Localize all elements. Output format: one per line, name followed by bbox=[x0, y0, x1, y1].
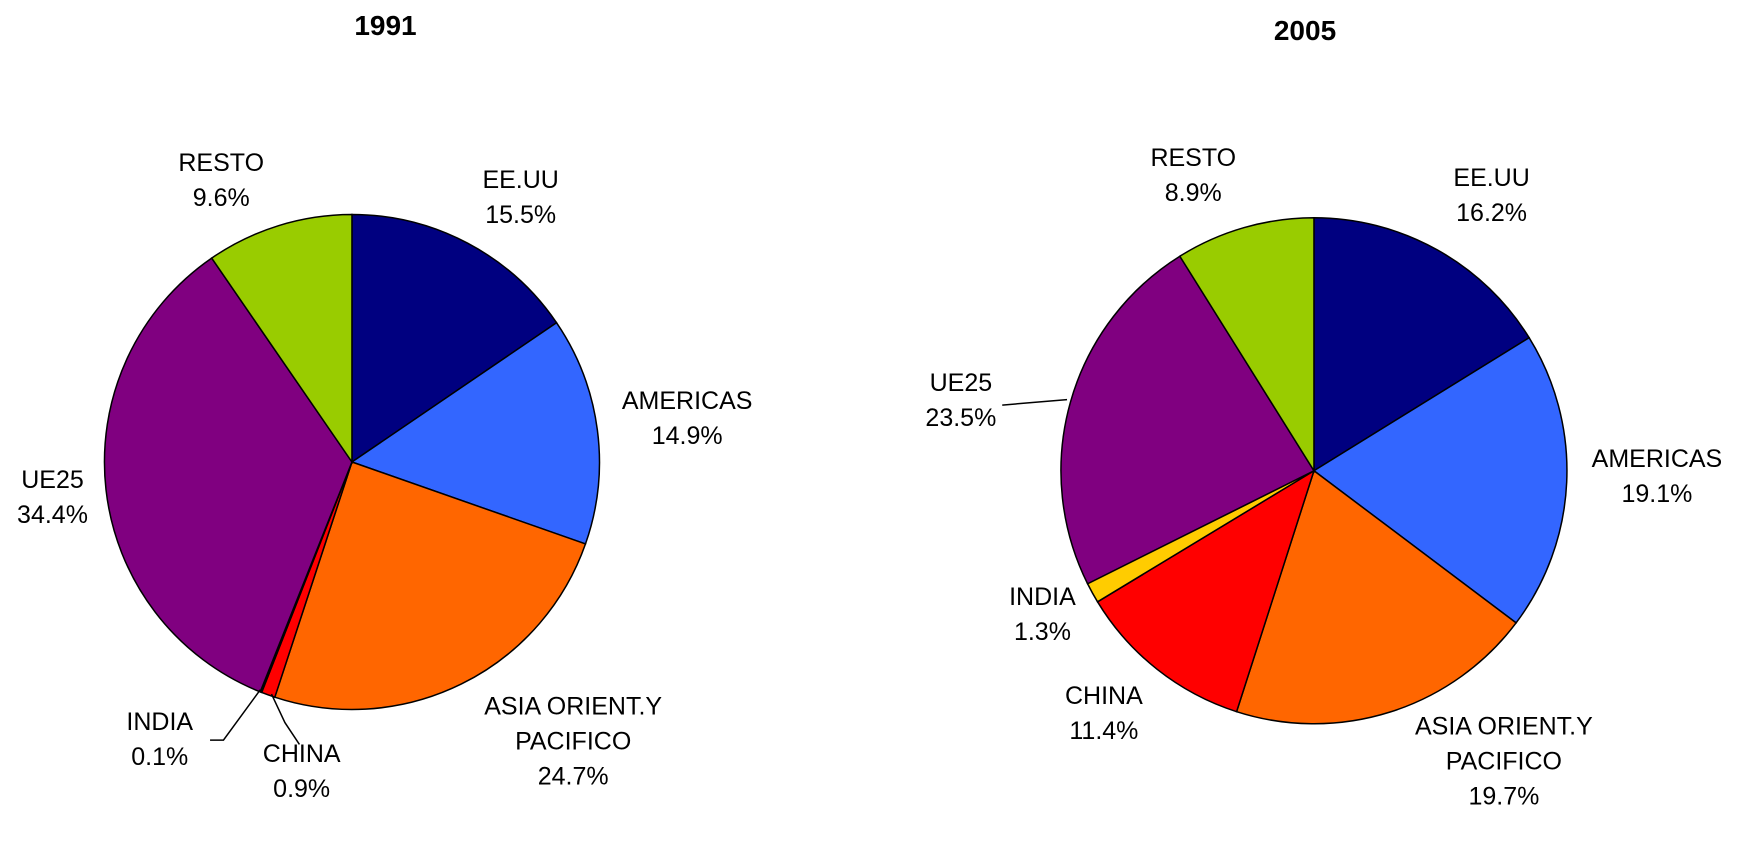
pie-slice bbox=[1313, 217, 1531, 473]
slice-value: 11.4% bbox=[1069, 716, 1139, 745]
slice-value: 8.9% bbox=[1164, 179, 1222, 208]
chart-title: 2005 bbox=[1273, 14, 1337, 46]
slice-value: 9.6% bbox=[192, 183, 250, 212]
leader-line bbox=[1002, 398, 1068, 406]
pie-slice bbox=[273, 461, 587, 711]
slice-name: RESTO bbox=[1150, 144, 1237, 173]
slice-label: AMERICAS 14.9% bbox=[587, 384, 787, 454]
slice-value: 0.9% bbox=[273, 774, 331, 803]
slice-name: AMERICAS bbox=[1591, 445, 1723, 474]
slice-name: UE25 bbox=[929, 368, 993, 397]
slice-label: EE.UU 15.5% bbox=[421, 163, 621, 233]
slice-label: RESTO 9.6% bbox=[121, 146, 321, 216]
slice-label: ASIA ORIENT.Y PACIFICO 19.7% bbox=[1404, 709, 1604, 814]
slice-value: 19.7% bbox=[1468, 782, 1540, 811]
pie-slice bbox=[210, 213, 353, 465]
pie-slice bbox=[1096, 469, 1316, 713]
pie-slice bbox=[351, 213, 558, 464]
slice-label: EE.UU 16.2% bbox=[1392, 161, 1592, 231]
slice-label: CHINA 11.4% bbox=[1004, 679, 1204, 749]
chart-title: 1991 bbox=[354, 10, 417, 42]
leader-line bbox=[210, 689, 261, 741]
pie-slice bbox=[1235, 469, 1518, 725]
slice-value: 1.3% bbox=[1013, 618, 1071, 647]
slice-label: RESTO 8.9% bbox=[1093, 141, 1293, 211]
slice-value: 14.9% bbox=[651, 422, 723, 451]
pie-slice bbox=[350, 321, 601, 545]
pie-slice bbox=[1312, 336, 1568, 624]
slice-label: INDIA 0.1% bbox=[60, 705, 260, 775]
pie-slice bbox=[103, 257, 353, 693]
slice-label: CHINA 0.9% bbox=[202, 737, 402, 807]
slice-label: AMERICAS 19.1% bbox=[1557, 442, 1743, 512]
slice-value: 0.1% bbox=[131, 743, 189, 772]
slice-label: UE25 23.5% bbox=[861, 366, 1061, 436]
slice-name: INDIA bbox=[126, 708, 194, 737]
slice-value: 24.7% bbox=[537, 762, 609, 791]
slice-name: RESTO bbox=[178, 148, 265, 177]
slice-label: INDIA 1.3% bbox=[942, 580, 1142, 650]
slice-value: 19.1% bbox=[1621, 480, 1693, 509]
slice-label: UE25 34.4% bbox=[0, 463, 153, 533]
leader-line bbox=[270, 693, 301, 745]
slice-name: EE.UU bbox=[482, 166, 559, 195]
slice-value: 23.5% bbox=[925, 403, 997, 432]
slice-label: ASIA ORIENT.Y PACIFICO 24.7% bbox=[473, 690, 673, 795]
slice-name: ASIA ORIENT.Y PACIFICO bbox=[1414, 712, 1593, 776]
slice-value: 34.4% bbox=[17, 501, 88, 530]
pie-slice bbox=[1178, 217, 1315, 474]
slice-name: INDIA bbox=[1009, 583, 1076, 612]
slice-name: CHINA bbox=[1064, 681, 1143, 710]
slice-name: AMERICAS bbox=[621, 387, 753, 416]
slice-value: 15.5% bbox=[485, 201, 557, 230]
pie-slice bbox=[1060, 255, 1316, 585]
slice-value: 16.2% bbox=[1456, 198, 1528, 227]
slice-name: ASIA ORIENT.Y PACIFICO bbox=[484, 692, 663, 756]
slice-name: CHINA bbox=[262, 739, 341, 768]
slice-name: UE25 bbox=[21, 466, 84, 495]
slice-name: EE.UU bbox=[1453, 163, 1530, 192]
